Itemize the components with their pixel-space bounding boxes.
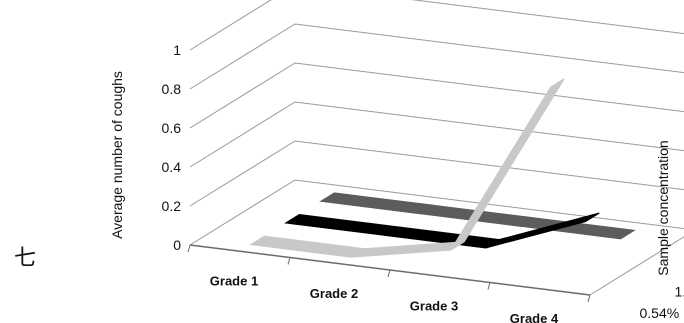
chart-floor [187, 236, 684, 303]
depth-series-label: 1.16% [675, 284, 684, 300]
depth-series-label: 0.54% [640, 305, 680, 321]
series-segment [319, 192, 436, 215]
depth-axis-title: Sample concentration [655, 140, 671, 275]
series-segment [519, 217, 636, 240]
x-tick [287, 257, 291, 265]
y-tick-label: 0.8 [162, 81, 182, 97]
y-tick-label: 0.4 [162, 159, 182, 175]
gridline [189, 101, 684, 168]
gridline [189, 140, 684, 207]
x-category-label: Grade 2 [310, 286, 358, 301]
depth-series-labels: 0.54%1.16%2.36% [640, 284, 684, 322]
gridline [189, 0, 684, 51]
y-axis-title: Average number of coughs [109, 71, 125, 239]
side-character: 七 [14, 246, 36, 271]
gridline [189, 179, 684, 246]
gridline [189, 62, 684, 129]
x-tick [487, 282, 491, 290]
y-tick-label: 0.2 [162, 198, 182, 214]
series-segment [284, 214, 401, 236]
x-category-label: Grade 4 [510, 311, 559, 323]
x-tick [587, 294, 591, 303]
gridline [189, 23, 684, 90]
series-layer [249, 78, 636, 258]
y-tick-label: 1 [173, 42, 181, 58]
x-tick [187, 244, 191, 253]
series-segment [450, 78, 565, 251]
series-ribbon [249, 78, 565, 258]
x-category-label: Grade 1 [210, 273, 258, 288]
series-segment [485, 212, 600, 249]
x-category-labels: Grade 1 Grade 2 Grade 3 Grade 4 [210, 273, 559, 323]
gridlines [189, 0, 684, 246]
depth-axis-line [589, 236, 684, 296]
y-tick-labels: 0 0.2 0.4 0.6 0.8 1 [162, 42, 182, 253]
y-tick-label: 0.6 [162, 120, 182, 136]
x-tick [387, 269, 391, 278]
x-category-label: Grade 3 [410, 298, 458, 313]
series-segment [350, 241, 465, 258]
y-tick-label: 0 [173, 237, 181, 253]
